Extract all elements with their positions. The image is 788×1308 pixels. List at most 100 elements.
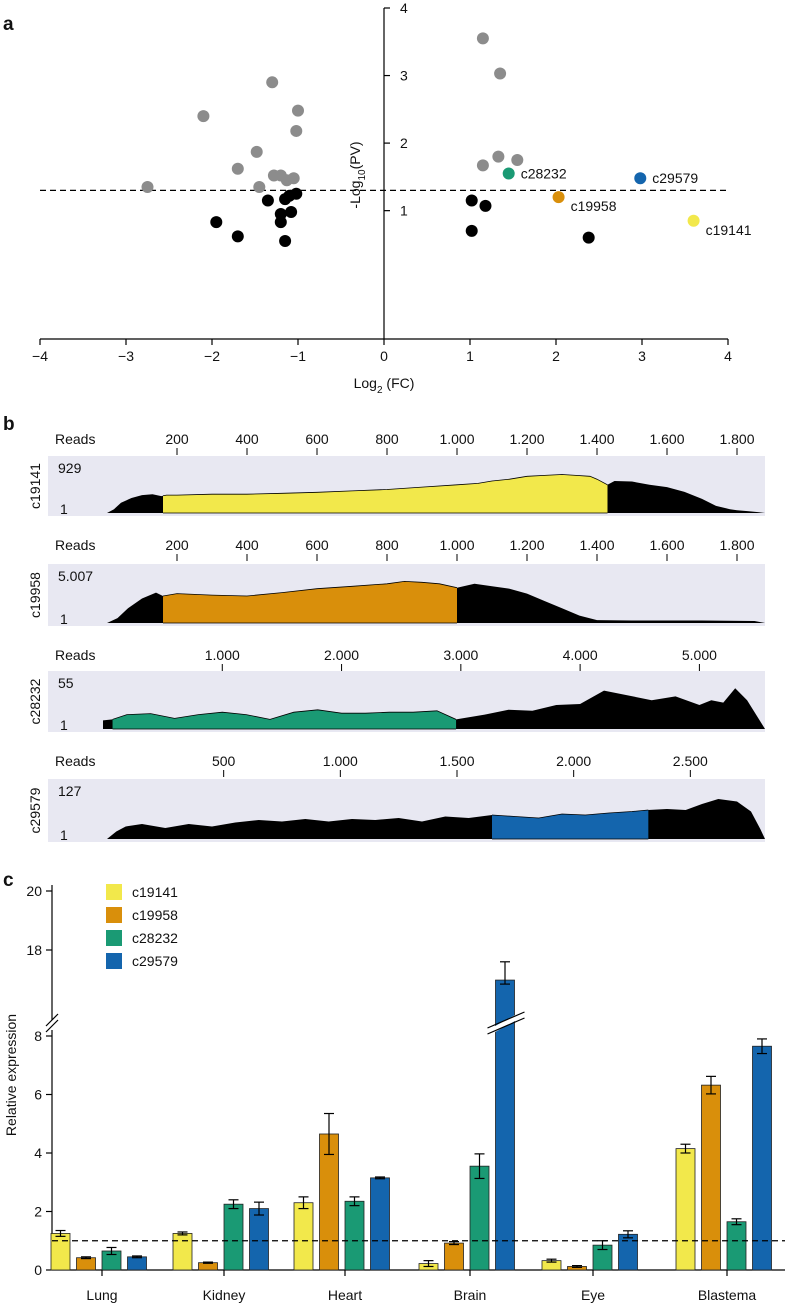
bar-category-label: Blastema: [698, 1287, 757, 1303]
legend-swatch-c19958: [106, 907, 122, 923]
grey-point: [290, 124, 303, 137]
black-point: [261, 194, 274, 207]
axis-break-mark: [45, 1013, 59, 1027]
grey-point: [476, 159, 489, 172]
legend-label-c29579: c29579: [132, 953, 178, 969]
bar-c29579: [752, 1045, 772, 1271]
coverage-ymax-label: 5.007: [58, 568, 93, 584]
panel-label-a: a: [3, 14, 14, 35]
bar-c28232: [344, 1200, 365, 1271]
black-point: [210, 216, 223, 229]
coverage-tick-label: 800: [375, 431, 399, 447]
volcano-axes: −4 −3 −2 −1 0 1 2 3 4 1 2 3 4: [32, 0, 732, 364]
black-point: [279, 235, 292, 248]
reads-label: Reads: [55, 537, 95, 553]
coverage-ymin-label: 1: [60, 827, 68, 843]
coverage-tick-label: 400: [235, 431, 259, 447]
c19958-point: [552, 191, 565, 204]
coverage-ymax-label: 127: [58, 783, 82, 799]
coverage-tick-label: 1.500: [439, 753, 474, 769]
grey-point: [292, 104, 304, 117]
grey-point: [494, 67, 507, 80]
bar-c19958: [701, 1084, 721, 1271]
bar-y-tick-label: 0: [34, 1262, 42, 1278]
grey-point: [197, 110, 210, 123]
coverage-tick-label: 500: [212, 753, 236, 769]
c29579-point: [634, 172, 647, 185]
bar-c28232: [469, 1165, 490, 1271]
bar-c19141: [172, 1233, 193, 1271]
coverage-track-name: c19958: [27, 572, 43, 618]
volcano-x-axis-label: Log2 (FC): [354, 375, 415, 396]
coverage-highlight-region: [112, 709, 457, 730]
bar-c19141: [293, 1202, 314, 1271]
coverage-tick-label: 600: [305, 431, 329, 447]
reads-label: Reads: [55, 431, 95, 447]
axis-break-mark: [45, 1019, 59, 1033]
coverage-ymin-label: 1: [60, 501, 68, 517]
legend-swatch-c19141: [106, 884, 122, 900]
bar-c29579: [618, 1233, 638, 1271]
panel-label-c: c: [3, 870, 14, 891]
coverage-highlight-region: [163, 580, 457, 624]
coverage-ymax-label: 929: [58, 460, 82, 476]
coverage-tick-label: 600: [305, 537, 329, 553]
coverage-tick-label: 1.200: [509, 431, 544, 447]
bar-c29579: [127, 1256, 147, 1271]
black-point: [274, 216, 287, 229]
bar-y-tick-label: 8: [34, 1028, 42, 1044]
bar-c29579: [370, 1177, 390, 1271]
legend-swatch-c28232: [106, 930, 122, 946]
bar-c19141: [50, 1233, 71, 1271]
bar-y-tick-label: 2: [34, 1204, 42, 1220]
c28232-label: c28232: [521, 166, 567, 182]
bar-c19958: [444, 1242, 464, 1271]
bar-y-tick-label: 4: [34, 1145, 42, 1161]
bar-break-mark: [487, 1011, 525, 1029]
bar-c19958: [76, 1257, 96, 1271]
coverage-tick-label: 1.800: [719, 431, 754, 447]
coverage-track-name: c19141: [27, 463, 43, 509]
coverage-track-name: c28232: [27, 678, 43, 724]
coverage-ymax-label: 55: [58, 675, 74, 691]
coverage-tick-label: 1.000: [439, 431, 474, 447]
coverage-tracks: Reads 200 400 600 800 1.000 1.200 1.400 1.600 1.8…: [27, 431, 765, 843]
coverage-tick-label: 1.400: [579, 537, 614, 553]
bar-y-tick-label: 20: [26, 883, 42, 899]
black-point: [290, 187, 303, 200]
bar-break-mark: [487, 1017, 525, 1035]
bar-category-label: Lung: [86, 1287, 117, 1303]
bar-c29579: [249, 1208, 269, 1271]
black-point: [465, 224, 478, 237]
volcano-x-tick-label: 0: [380, 348, 388, 364]
reads-label: Reads: [55, 647, 95, 663]
coverage-tick-label: 200: [165, 431, 189, 447]
grey-point: [231, 162, 244, 175]
volcano-x-tick-label: −3: [118, 348, 134, 364]
coverage-tick-label: 4.000: [563, 647, 598, 663]
bar-y-tick-label: 18: [26, 942, 42, 958]
coverage-tick-label: 200: [165, 537, 189, 553]
reads-label: Reads: [55, 753, 95, 769]
volcano-x-tick-label: −2: [204, 348, 220, 364]
bar-category-label: Brain: [454, 1287, 487, 1303]
grey-point: [476, 32, 489, 45]
c19141-point: [687, 214, 700, 227]
grey-point: [250, 145, 263, 158]
volcano-x-tick-label: −4: [32, 348, 48, 364]
black-point: [465, 194, 478, 207]
volcano-y-tick-label: 4: [400, 0, 408, 16]
coverage-tick-label: 1.200: [509, 537, 544, 553]
black-point: [285, 206, 298, 219]
coverage-track-name: c29579: [27, 787, 43, 833]
bar-c28232: [726, 1221, 747, 1271]
grey-point: [511, 153, 524, 166]
grey-point: [492, 150, 505, 163]
grey-point: [287, 172, 300, 185]
volcano-y-tick-label: 2: [400, 135, 408, 151]
coverage-tick-label: 2.000: [324, 647, 359, 663]
volcano-y-axis-label: -Log10(PV): [347, 141, 368, 208]
bar-c19141: [675, 1148, 696, 1271]
